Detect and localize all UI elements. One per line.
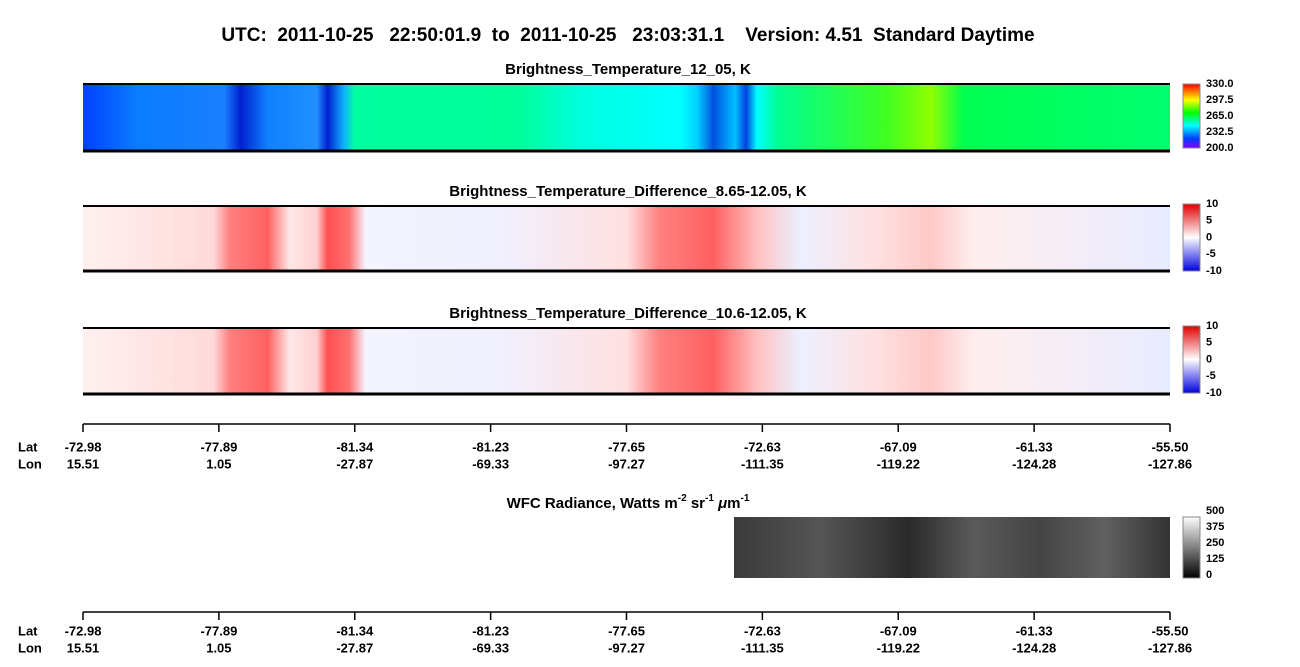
title-part: -1 — [740, 493, 749, 504]
colorbar-label: 297.5 — [1206, 94, 1234, 106]
lon-label: -127.86 — [1148, 456, 1192, 471]
lat-label: -72.98 — [65, 439, 102, 454]
title-part: μ — [714, 495, 727, 512]
lat-label: -81.23 — [472, 439, 509, 454]
lon-label: -124.28 — [1012, 456, 1056, 471]
page-title: UTC: 2011-10-25 22:50:01.9 to 2011-10-25… — [221, 25, 1034, 46]
colorbar-label: -5 — [1206, 248, 1216, 260]
colorbar-label: 10 — [1206, 320, 1218, 332]
title-part: m — [727, 495, 740, 512]
colorbar-label: 200.0 — [1206, 142, 1234, 154]
colorbar-label: 10 — [1206, 198, 1218, 210]
lon-label: -124.28 — [1012, 640, 1056, 655]
lon-label: -97.27 — [608, 640, 645, 655]
lon-label: -69.33 — [472, 640, 509, 655]
lat-label: -77.65 — [608, 623, 645, 638]
lon-label: -111.35 — [741, 640, 784, 655]
axis-label: Lon — [18, 640, 42, 655]
colorbar-label: -10 — [1206, 387, 1222, 399]
lon-label: 1.05 — [206, 456, 231, 471]
lat-label: -67.09 — [880, 623, 917, 638]
colorbar — [1182, 203, 1201, 272]
colorbar-label: 232.5 — [1206, 126, 1234, 138]
lat-label: -77.65 — [608, 439, 645, 454]
panel-title: Brightness_Temperature_Difference_8.65-1… — [449, 183, 807, 200]
colorbar-label: 500 — [1206, 505, 1224, 517]
lon-label: -27.87 — [336, 640, 373, 655]
lat-label: -55.50 — [1152, 439, 1189, 454]
lat-label: -55.50 — [1152, 623, 1189, 638]
panel-title: Brightness_Temperature_Difference_10.6-1… — [449, 305, 807, 322]
colorbar-label: 250 — [1206, 537, 1224, 549]
lat-label: -72.63 — [744, 439, 781, 454]
title-part: WFC Radiance, Watts m — [507, 495, 678, 512]
lon-label: -119.22 — [877, 640, 920, 655]
axis-label: Lon — [18, 456, 42, 471]
image-panel — [734, 517, 1170, 578]
lat-label: -72.98 — [65, 623, 102, 638]
panel-title: Brightness_Temperature_12_05, K — [505, 61, 751, 78]
lon-label: -27.87 — [336, 456, 373, 471]
lon-label: 15.51 — [67, 456, 100, 471]
lon-label: -119.22 — [877, 456, 920, 471]
lat-label: -81.34 — [336, 439, 374, 454]
lon-label: -111.35 — [741, 456, 784, 471]
title-part: -1 — [705, 493, 714, 504]
panel-borders — [83, 83, 1170, 613]
lon-label: -69.33 — [472, 456, 509, 471]
colorbar-label: 125 — [1206, 553, 1224, 565]
lat-label: -77.89 — [200, 623, 237, 638]
colorbar-label: 0 — [1206, 569, 1212, 581]
lat-label: -77.89 — [200, 439, 237, 454]
colorbar-label: -10 — [1206, 265, 1222, 277]
lat-label: -61.33 — [1016, 623, 1053, 638]
lon-label: 1.05 — [206, 640, 231, 655]
lon-label: -127.86 — [1148, 640, 1192, 655]
title-part: sr — [687, 495, 706, 512]
panel-title: WFC Radiance, Watts m-2 sr-1 μm-1 — [507, 493, 750, 512]
colorbar-label: 0 — [1206, 231, 1212, 243]
colorbar — [1182, 325, 1201, 394]
image-panel — [83, 328, 1170, 394]
colorbar — [1182, 83, 1201, 149]
title-part: -2 — [678, 493, 687, 504]
lat-label: -72.63 — [744, 623, 781, 638]
colorbar-label: 375 — [1206, 521, 1224, 533]
lat-label: -67.09 — [880, 439, 917, 454]
colorbar-label: 0 — [1206, 353, 1212, 365]
image-panel — [83, 84, 1170, 151]
colorbar-label: 330.0 — [1206, 78, 1234, 90]
axis-label: Lat — [18, 439, 38, 454]
lat-label: -81.34 — [336, 623, 374, 638]
colorbar-label: 5 — [1206, 215, 1212, 227]
colorbar-label: -5 — [1206, 370, 1216, 382]
colorbar-label: 5 — [1206, 337, 1212, 349]
colorbar — [1182, 516, 1201, 579]
lon-label: 15.51 — [67, 640, 100, 655]
lat-label: -81.23 — [472, 623, 509, 638]
lat-label: -61.33 — [1016, 439, 1053, 454]
axis-label: Lat — [18, 623, 38, 638]
colorbar-label: 265.0 — [1206, 110, 1234, 122]
lon-label: -97.27 — [608, 456, 645, 471]
image-panel — [83, 206, 1170, 271]
